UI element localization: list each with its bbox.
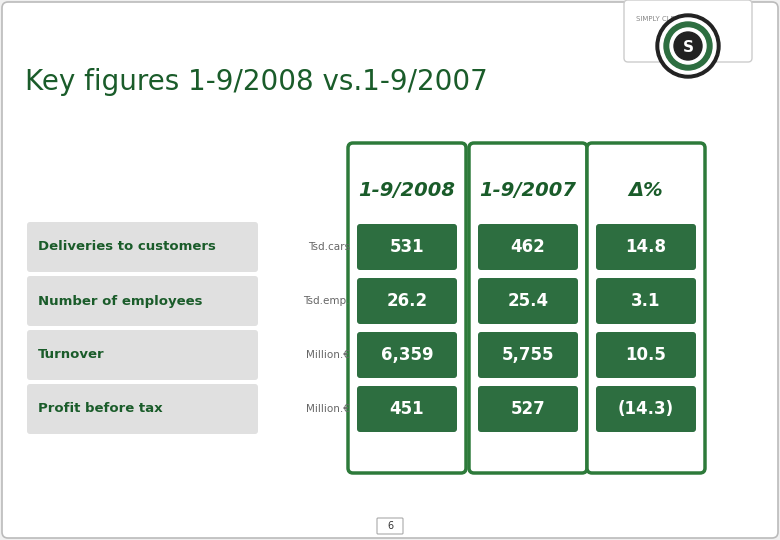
FancyBboxPatch shape [596, 332, 696, 378]
FancyBboxPatch shape [357, 386, 457, 432]
Text: Million.€: Million.€ [306, 404, 350, 414]
FancyBboxPatch shape [27, 222, 258, 272]
Text: 1-9/2008: 1-9/2008 [359, 180, 456, 199]
Text: Turnover: Turnover [38, 348, 105, 361]
Text: 14.8: 14.8 [626, 238, 666, 256]
FancyBboxPatch shape [596, 278, 696, 324]
Text: Deliveries to customers: Deliveries to customers [38, 240, 216, 253]
Text: Key figures 1-9/2008 vs.1-9/2007: Key figures 1-9/2008 vs.1-9/2007 [25, 68, 487, 96]
Text: 10.5: 10.5 [626, 346, 666, 364]
Text: 26.2: 26.2 [386, 292, 427, 310]
Text: 462: 462 [511, 238, 545, 256]
FancyBboxPatch shape [348, 143, 466, 473]
Text: 6,359: 6,359 [381, 346, 434, 364]
FancyBboxPatch shape [478, 224, 578, 270]
FancyBboxPatch shape [478, 332, 578, 378]
Text: Tsd.cars: Tsd.cars [308, 242, 350, 252]
FancyBboxPatch shape [377, 518, 403, 534]
FancyBboxPatch shape [357, 278, 457, 324]
Text: (14.3): (14.3) [618, 400, 674, 418]
Text: Profit before tax: Profit before tax [38, 402, 162, 415]
FancyBboxPatch shape [27, 384, 258, 434]
Text: 3.1: 3.1 [631, 292, 661, 310]
Text: 527: 527 [511, 400, 545, 418]
Text: SIMPLY CLEVER: SIMPLY CLEVER [636, 16, 689, 22]
FancyBboxPatch shape [478, 386, 578, 432]
Text: Tsd.emp.: Tsd.emp. [303, 296, 350, 306]
Circle shape [656, 14, 720, 78]
Text: Number of employees: Number of employees [38, 294, 203, 307]
FancyBboxPatch shape [587, 143, 705, 473]
FancyBboxPatch shape [596, 224, 696, 270]
Circle shape [660, 18, 716, 74]
FancyBboxPatch shape [624, 0, 752, 62]
Text: Million.€: Million.€ [306, 350, 350, 360]
FancyBboxPatch shape [478, 278, 578, 324]
FancyBboxPatch shape [27, 330, 258, 380]
Text: 25.4: 25.4 [508, 292, 548, 310]
Circle shape [664, 22, 712, 70]
Text: S: S [682, 39, 693, 55]
Text: 531: 531 [390, 238, 424, 256]
Text: 1-9/2007: 1-9/2007 [480, 180, 576, 199]
FancyBboxPatch shape [357, 332, 457, 378]
Circle shape [670, 28, 706, 64]
Circle shape [674, 32, 702, 60]
Text: Δ%: Δ% [629, 180, 663, 199]
FancyBboxPatch shape [469, 143, 587, 473]
Text: 6: 6 [387, 521, 393, 531]
FancyBboxPatch shape [357, 224, 457, 270]
FancyBboxPatch shape [596, 386, 696, 432]
Text: 5,755: 5,755 [502, 346, 555, 364]
FancyBboxPatch shape [27, 276, 258, 326]
Text: 451: 451 [390, 400, 424, 418]
